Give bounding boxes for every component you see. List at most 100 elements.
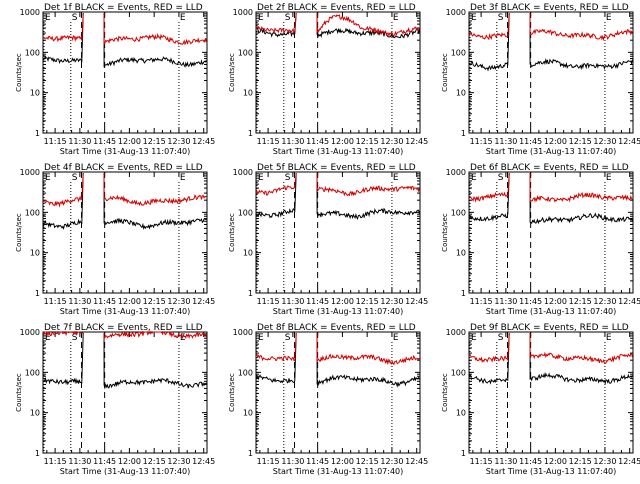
- series-events-line: [255, 172, 297, 219]
- series-lld-line: [316, 332, 420, 366]
- series-events-line: [42, 12, 84, 64]
- y-axis-label: Counts/sec: [15, 373, 23, 412]
- y-tick-label: 100: [25, 368, 40, 377]
- x-tick-label: 12:45: [618, 297, 640, 306]
- plot-panel-8: Det 8f BLACK = Events, RED = LLD 1 10 100 10…: [228, 323, 428, 476]
- series-events-line: [529, 332, 633, 386]
- series-events-line: [468, 172, 510, 222]
- plot-frame: [468, 331, 634, 454]
- x-tick-label: 12:15: [569, 297, 592, 306]
- plot-title: Det 9f BLACK = Events, RED = LLD: [470, 323, 629, 333]
- plot-panel-2: Det 2f BLACK = Events, RED = LLD 1 10 100 10…: [228, 3, 428, 156]
- plot-panel-9: Det 9f BLACK = Events, RED = LLD 1 10 100 10…: [441, 323, 640, 476]
- y-axis-label: Counts/sec: [441, 53, 449, 92]
- y-tick-label: 10: [30, 89, 40, 98]
- x-tick-label: 12:30: [167, 457, 190, 466]
- marker-label: E: [471, 173, 477, 183]
- y-axis-label: Counts/sec: [228, 373, 236, 412]
- y-tick-label: 100: [451, 208, 466, 217]
- plot-panel-6: Det 6f BLACK = Events, RED = LLD 1 10 100 10…: [441, 163, 640, 316]
- plot-title: Det 7f BLACK = Events, RED = LLD: [44, 323, 203, 333]
- x-tick-label: 12:00: [331, 137, 354, 146]
- x-tick-label: 11:30: [281, 457, 304, 466]
- marker-label: S: [498, 173, 504, 183]
- series-lld-line: [255, 332, 297, 362]
- x-tick-label: 12:15: [356, 297, 379, 306]
- series-events-line: [42, 332, 84, 386]
- y-tick-label: 10: [456, 249, 466, 258]
- y-tick-label: 100: [451, 48, 466, 57]
- y-tick-label: 100: [25, 48, 40, 57]
- series-lld-line: [42, 330, 84, 337]
- y-tick-label: 10: [243, 409, 253, 418]
- x-tick-label: 12:15: [143, 137, 166, 146]
- y-tick-label: 100: [238, 368, 253, 377]
- y-tick-label: 1000: [446, 328, 466, 337]
- x-tick-label: 12:15: [569, 457, 592, 466]
- plot-panel-5: Det 5f BLACK = Events, RED = LLD 1 10 100 10…: [228, 163, 428, 316]
- x-tick-label: 12:30: [593, 457, 616, 466]
- plot-frame: [255, 11, 421, 134]
- marker-label: E: [258, 173, 264, 183]
- x-tick-label: 12:45: [192, 457, 215, 466]
- y-tick-label: 1: [35, 289, 40, 298]
- x-tick-label: 12:00: [544, 137, 567, 146]
- x-tick-label: 11:30: [68, 137, 91, 146]
- plot-title: Det 5f BLACK = Events, RED = LLD: [257, 163, 416, 173]
- y-tick-label: 1: [248, 449, 253, 458]
- series-lld-line: [529, 332, 633, 364]
- series-events-line: [103, 12, 207, 68]
- series-lld-line: [103, 330, 207, 341]
- plot-panel-3: Det 3f BLACK = Events, RED = LLD 1 10 100 10…: [441, 3, 640, 156]
- x-tick-label: 11:30: [494, 137, 517, 146]
- y-tick-label: 1: [461, 289, 466, 298]
- series-events-line: [103, 172, 207, 230]
- y-tick-label: 1000: [233, 8, 253, 17]
- x-tick-label: 11:45: [519, 137, 542, 146]
- x-tick-label: 11:45: [306, 297, 329, 306]
- x-tick-label: 12:00: [118, 297, 141, 306]
- marker-label: E: [606, 13, 612, 23]
- series-lld-line: [468, 12, 510, 41]
- x-axis-label: Start Time (31-Aug-13 11:07:40): [273, 147, 404, 156]
- marker-label: E: [258, 13, 264, 23]
- x-axis-label: Start Time (31-Aug-13 11:07:40): [486, 467, 617, 476]
- marker-label: E: [45, 173, 51, 183]
- marker-label: S: [72, 333, 78, 343]
- x-tick-label: 12:30: [380, 457, 403, 466]
- y-tick-label: 1: [248, 289, 253, 298]
- x-tick-label: 12:15: [143, 297, 166, 306]
- plot-title: Det 6f BLACK = Events, RED = LLD: [470, 163, 629, 173]
- marker-label: S: [72, 13, 78, 23]
- x-tick-label: 12:30: [167, 137, 190, 146]
- x-tick-label: 11:45: [519, 457, 542, 466]
- series-lld-line: [103, 12, 207, 47]
- x-tick-label: 11:30: [68, 297, 91, 306]
- x-tick-label: 11:15: [470, 457, 493, 466]
- y-axis-label: Counts/sec: [441, 373, 449, 412]
- y-axis-label: Counts/sec: [15, 53, 23, 92]
- x-tick-label: 12:00: [118, 457, 141, 466]
- x-tick-label: 12:15: [356, 137, 379, 146]
- series-events-line: [255, 12, 297, 38]
- x-tick-label: 11:45: [519, 297, 542, 306]
- series-events-line: [316, 12, 420, 39]
- x-tick-label: 12:45: [192, 137, 215, 146]
- x-tick-label: 12:30: [380, 297, 403, 306]
- x-tick-label: 12:45: [618, 137, 640, 146]
- y-tick-label: 1: [461, 129, 466, 138]
- x-tick-label: 12:45: [192, 297, 215, 306]
- x-tick-label: 11:15: [44, 297, 67, 306]
- x-axis-label: Start Time (31-Aug-13 11:07:40): [273, 307, 404, 316]
- x-tick-label: 12:15: [356, 457, 379, 466]
- x-tick-label: 11:15: [470, 297, 493, 306]
- plot-title: Det 1f BLACK = Events, RED = LLD: [44, 3, 203, 13]
- marker-label: E: [45, 333, 51, 343]
- marker-label: S: [498, 13, 504, 23]
- x-tick-label: 11:45: [93, 297, 116, 306]
- y-tick-label: 1000: [446, 168, 466, 177]
- series-lld-line: [255, 12, 297, 35]
- plot-frame: [255, 171, 421, 294]
- x-tick-label: 11:15: [470, 137, 493, 146]
